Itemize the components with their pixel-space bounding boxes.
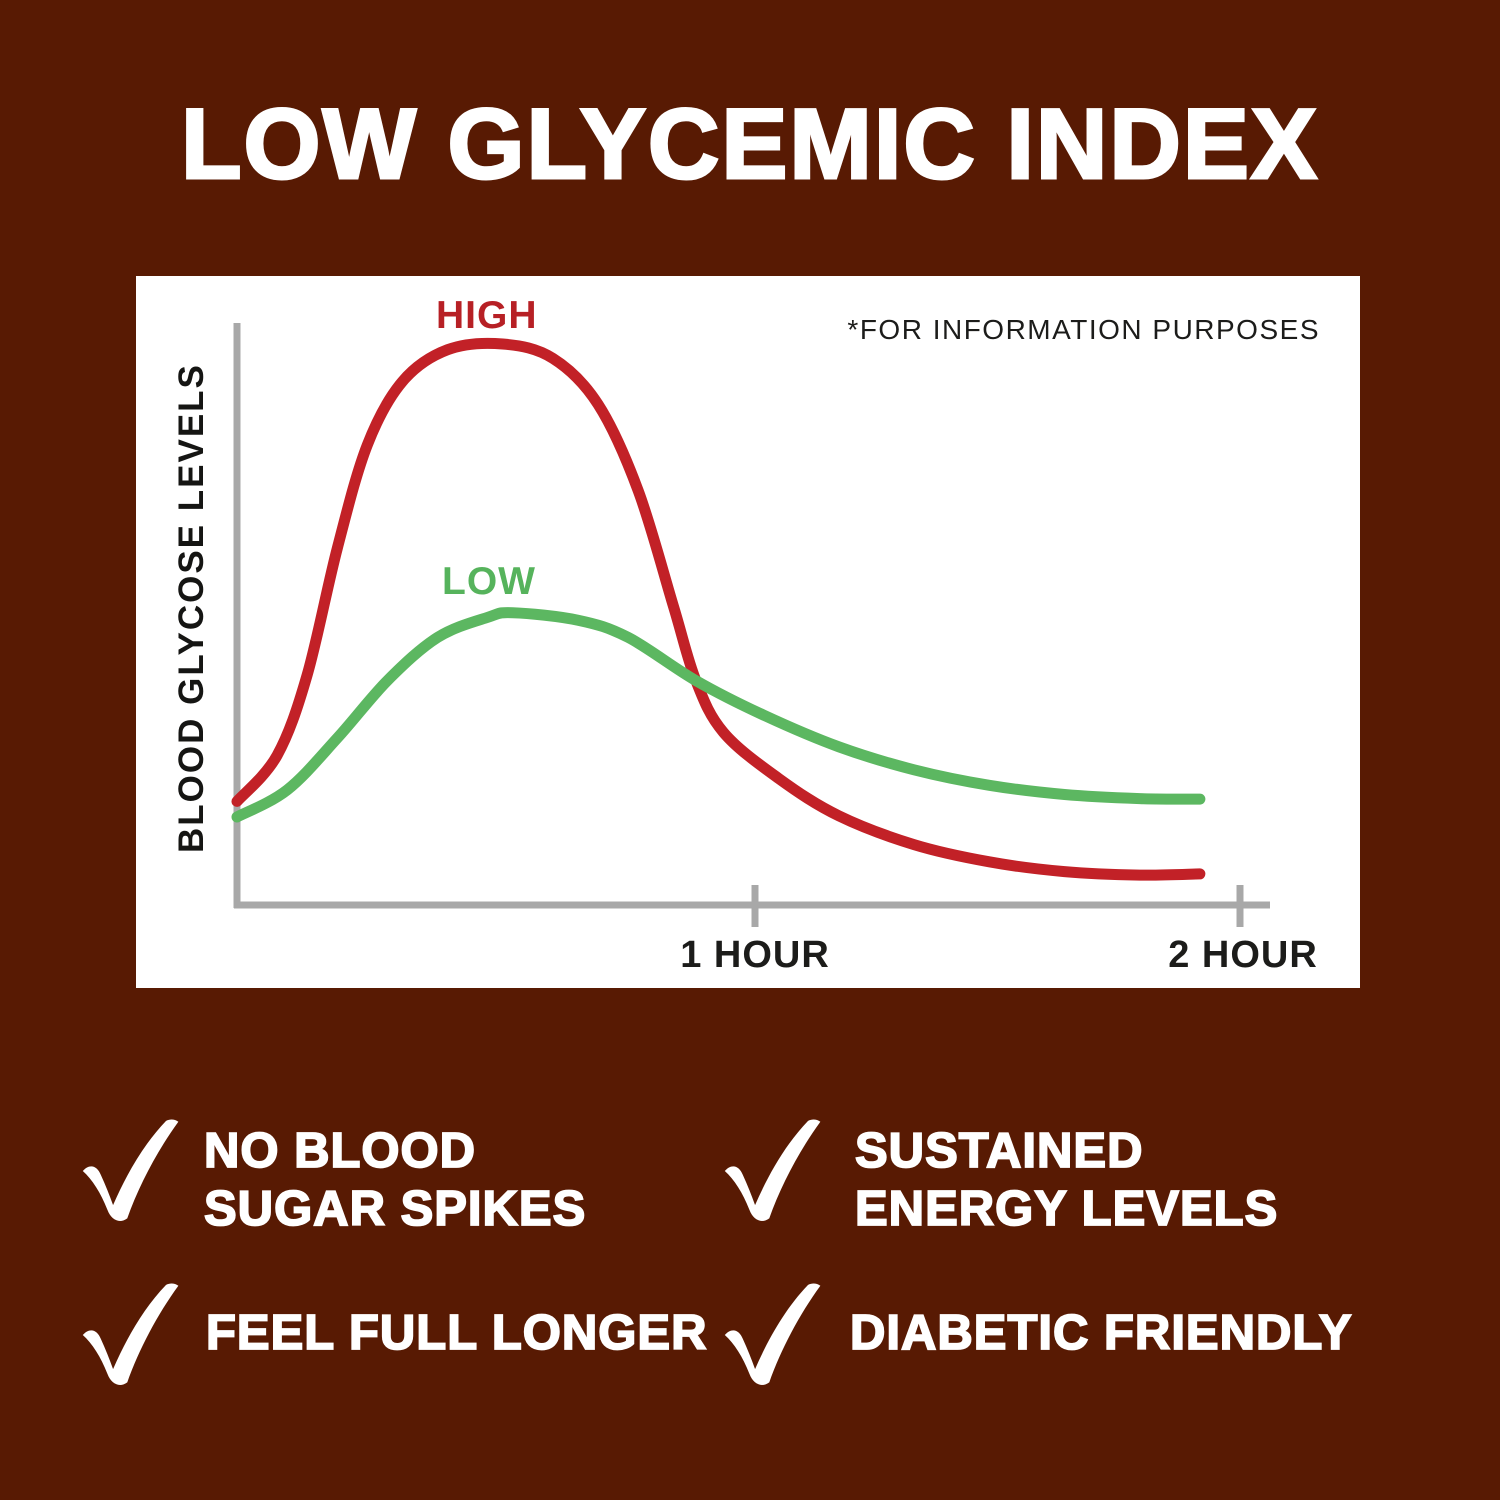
benefit-line: NO BLOOD <box>203 1123 477 1179</box>
benefit-label: SUSTAINED ENERGY LEVELS <box>854 1122 1279 1238</box>
info-note: *FOR INFORMATION PURPOSES <box>847 314 1320 345</box>
glycemic-chart <box>231 323 1270 927</box>
series-label-high: HIGH <box>436 294 538 337</box>
benefit-line: ENERGY LEVELS <box>854 1181 1279 1237</box>
y-axis-label: BLOOD GLYCOSE LEVELS <box>172 363 211 853</box>
page-title: LOW GLYCEMIC INDEX <box>180 88 1319 199</box>
series-label-low: LOW <box>442 560 536 603</box>
check-icon <box>82 1283 179 1385</box>
benefit-line: SUGAR SPIKES <box>203 1181 587 1237</box>
benefit-line: SUSTAINED <box>854 1123 1144 1179</box>
check-icon <box>724 1119 821 1221</box>
benefit-line: DIABETIC FRIENDLY <box>849 1305 1353 1361</box>
chart-panel: *FOR INFORMATION PURPOSES HIGH LOW BLOOD… <box>136 276 1360 988</box>
benefit-label: FEEL FULL LONGER <box>205 1304 708 1362</box>
benefit-label: DIABETIC FRIENDLY <box>849 1304 1353 1362</box>
benefit-line: FEEL FULL LONGER <box>205 1305 708 1361</box>
benefit-label: NO BLOOD SUGAR SPIKES <box>203 1122 587 1238</box>
curve-high <box>231 337 1206 881</box>
tick-label-1hour: 1 HOUR <box>680 934 830 976</box>
curve-low <box>231 607 1206 823</box>
tick-label-2hour: 2 HOUR <box>1168 934 1318 976</box>
check-icon <box>82 1119 179 1221</box>
check-icon <box>724 1283 821 1385</box>
